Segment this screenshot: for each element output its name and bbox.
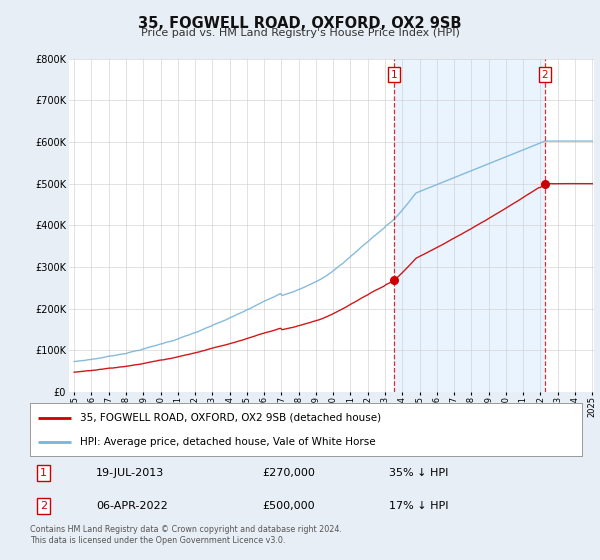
Text: £270,000: £270,000	[262, 468, 315, 478]
Text: 1: 1	[391, 69, 398, 80]
Text: 1: 1	[40, 468, 47, 478]
Text: HPI: Average price, detached house, Vale of White Horse: HPI: Average price, detached house, Vale…	[80, 437, 376, 447]
Text: Contains HM Land Registry data © Crown copyright and database right 2024.
This d: Contains HM Land Registry data © Crown c…	[30, 525, 342, 545]
Bar	[394, 59, 545, 392]
Text: Price paid vs. HM Land Registry's House Price Index (HPI): Price paid vs. HM Land Registry's House …	[140, 28, 460, 38]
Text: 35, FOGWELL ROAD, OXFORD, OX2 9SB (detached house): 35, FOGWELL ROAD, OXFORD, OX2 9SB (detac…	[80, 413, 381, 423]
Text: 35, FOGWELL ROAD, OXFORD, OX2 9SB: 35, FOGWELL ROAD, OXFORD, OX2 9SB	[138, 16, 462, 31]
Text: 06-APR-2022: 06-APR-2022	[96, 501, 168, 511]
Text: 2: 2	[542, 69, 548, 80]
Text: 19-JUL-2013: 19-JUL-2013	[96, 468, 164, 478]
Text: 35% ↓ HPI: 35% ↓ HPI	[389, 468, 448, 478]
Text: £500,000: £500,000	[262, 501, 314, 511]
Text: 2: 2	[40, 501, 47, 511]
Text: 17% ↓ HPI: 17% ↓ HPI	[389, 501, 448, 511]
